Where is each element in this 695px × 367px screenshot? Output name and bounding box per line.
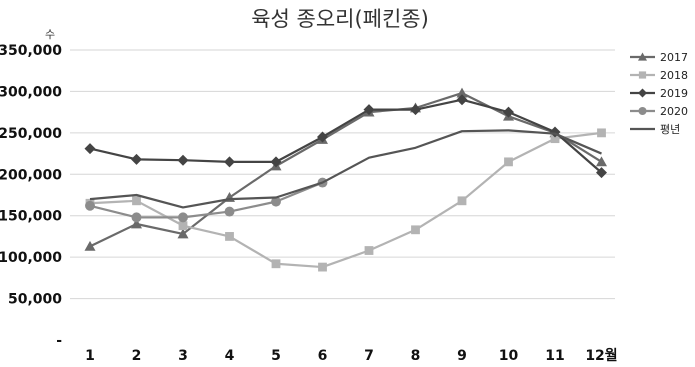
- y-axis-unit-label: 수: [45, 28, 55, 41]
- data-point: [597, 128, 606, 138]
- data-point: [84, 143, 96, 155]
- x-tick-label: 11: [545, 348, 564, 364]
- legend-item: 2018: [630, 69, 688, 82]
- data-point: [317, 131, 328, 143]
- legend-label: 2018: [660, 69, 688, 82]
- x-tick-label: 7: [364, 348, 374, 364]
- legend-marker: [638, 52, 647, 61]
- data-point: [456, 94, 468, 106]
- series-2019: [84, 94, 607, 179]
- legend-marker: [638, 106, 647, 116]
- series-line: [89, 181, 323, 219]
- series-line: [89, 129, 602, 209]
- series-2018: [85, 128, 606, 272]
- data-point: [224, 156, 235, 168]
- data-point: [504, 157, 513, 167]
- series-lines: [84, 87, 607, 272]
- x-tick-label: 4: [225, 348, 235, 364]
- x-tick-label: 6: [318, 348, 328, 364]
- series-평년: [89, 129, 602, 209]
- x-tick-label: 12월: [585, 347, 617, 364]
- data-point: [596, 167, 607, 179]
- data-point: [411, 225, 420, 235]
- data-point: [177, 154, 189, 166]
- series-2017: [84, 87, 607, 251]
- y-tick-label: 350,000: [0, 43, 62, 59]
- y-tick-label: 250,000: [0, 126, 62, 142]
- data-point: [456, 87, 468, 98]
- data-point: [84, 240, 96, 251]
- chart-title: 육성 종오리(페킨종): [251, 7, 429, 31]
- data-point: [178, 221, 188, 231]
- data-point: [271, 196, 281, 207]
- data-point: [596, 156, 607, 167]
- data-point: [178, 212, 188, 223]
- y-tick-label: -: [56, 333, 62, 349]
- data-point: [364, 246, 374, 255]
- data-point: [131, 218, 142, 229]
- legend: 2017 2018 2019 2020 평년: [630, 51, 688, 136]
- series-line: [89, 91, 603, 248]
- data-point: [271, 259, 281, 269]
- x-tick-label: 1: [85, 348, 95, 364]
- gridlines: [70, 49, 615, 300]
- x-axis-ticks: 1 2 3 4 5 6 7 8 9 10 11 12월: [85, 347, 618, 364]
- y-tick-label: 300,000: [0, 84, 62, 100]
- series-line: [89, 131, 602, 269]
- x-tick-label: 10: [499, 348, 519, 364]
- y-tick-label: 50,000: [8, 292, 62, 308]
- legend-item: 평년: [630, 123, 680, 136]
- data-point: [224, 206, 235, 217]
- series-line: [89, 98, 603, 174]
- data-point: [225, 232, 234, 241]
- legend-label: 2020: [660, 105, 688, 118]
- x-tick-label: 3: [178, 348, 188, 364]
- legend-item: 2017: [630, 51, 688, 64]
- data-point: [363, 104, 375, 116]
- data-point: [550, 134, 560, 144]
- x-tick-label: 8: [411, 348, 421, 364]
- data-point: [131, 212, 142, 223]
- x-tick-label: 5: [271, 348, 281, 364]
- data-point: [85, 200, 95, 211]
- series-2020: [85, 177, 328, 223]
- legend-marker: [638, 88, 647, 98]
- data-point: [131, 153, 142, 165]
- data-point: [457, 196, 467, 206]
- legend-label: 평년: [660, 123, 680, 136]
- x-tick-label: 9: [457, 348, 467, 364]
- data-point: [318, 262, 327, 272]
- legend-label: 2017: [660, 51, 688, 64]
- y-tick-label: 200,000: [0, 167, 62, 183]
- x-tick-label: 2: [132, 348, 142, 364]
- data-point: [132, 196, 141, 206]
- data-point: [503, 106, 514, 118]
- y-tick-label: 150,000: [0, 209, 62, 225]
- legend-item: 2019: [630, 87, 688, 100]
- data-point: [177, 228, 189, 239]
- legend-label: 2019: [660, 87, 688, 100]
- data-point: [410, 104, 421, 116]
- y-tick-label: 100,000: [0, 250, 62, 266]
- y-axis-ticks: - 50,000 100,000 150,000 200,000 250,000 300,0…: [0, 43, 62, 349]
- data-point: [270, 156, 282, 168]
- legend-item: 2020: [630, 105, 688, 118]
- legend-marker: [638, 71, 647, 79]
